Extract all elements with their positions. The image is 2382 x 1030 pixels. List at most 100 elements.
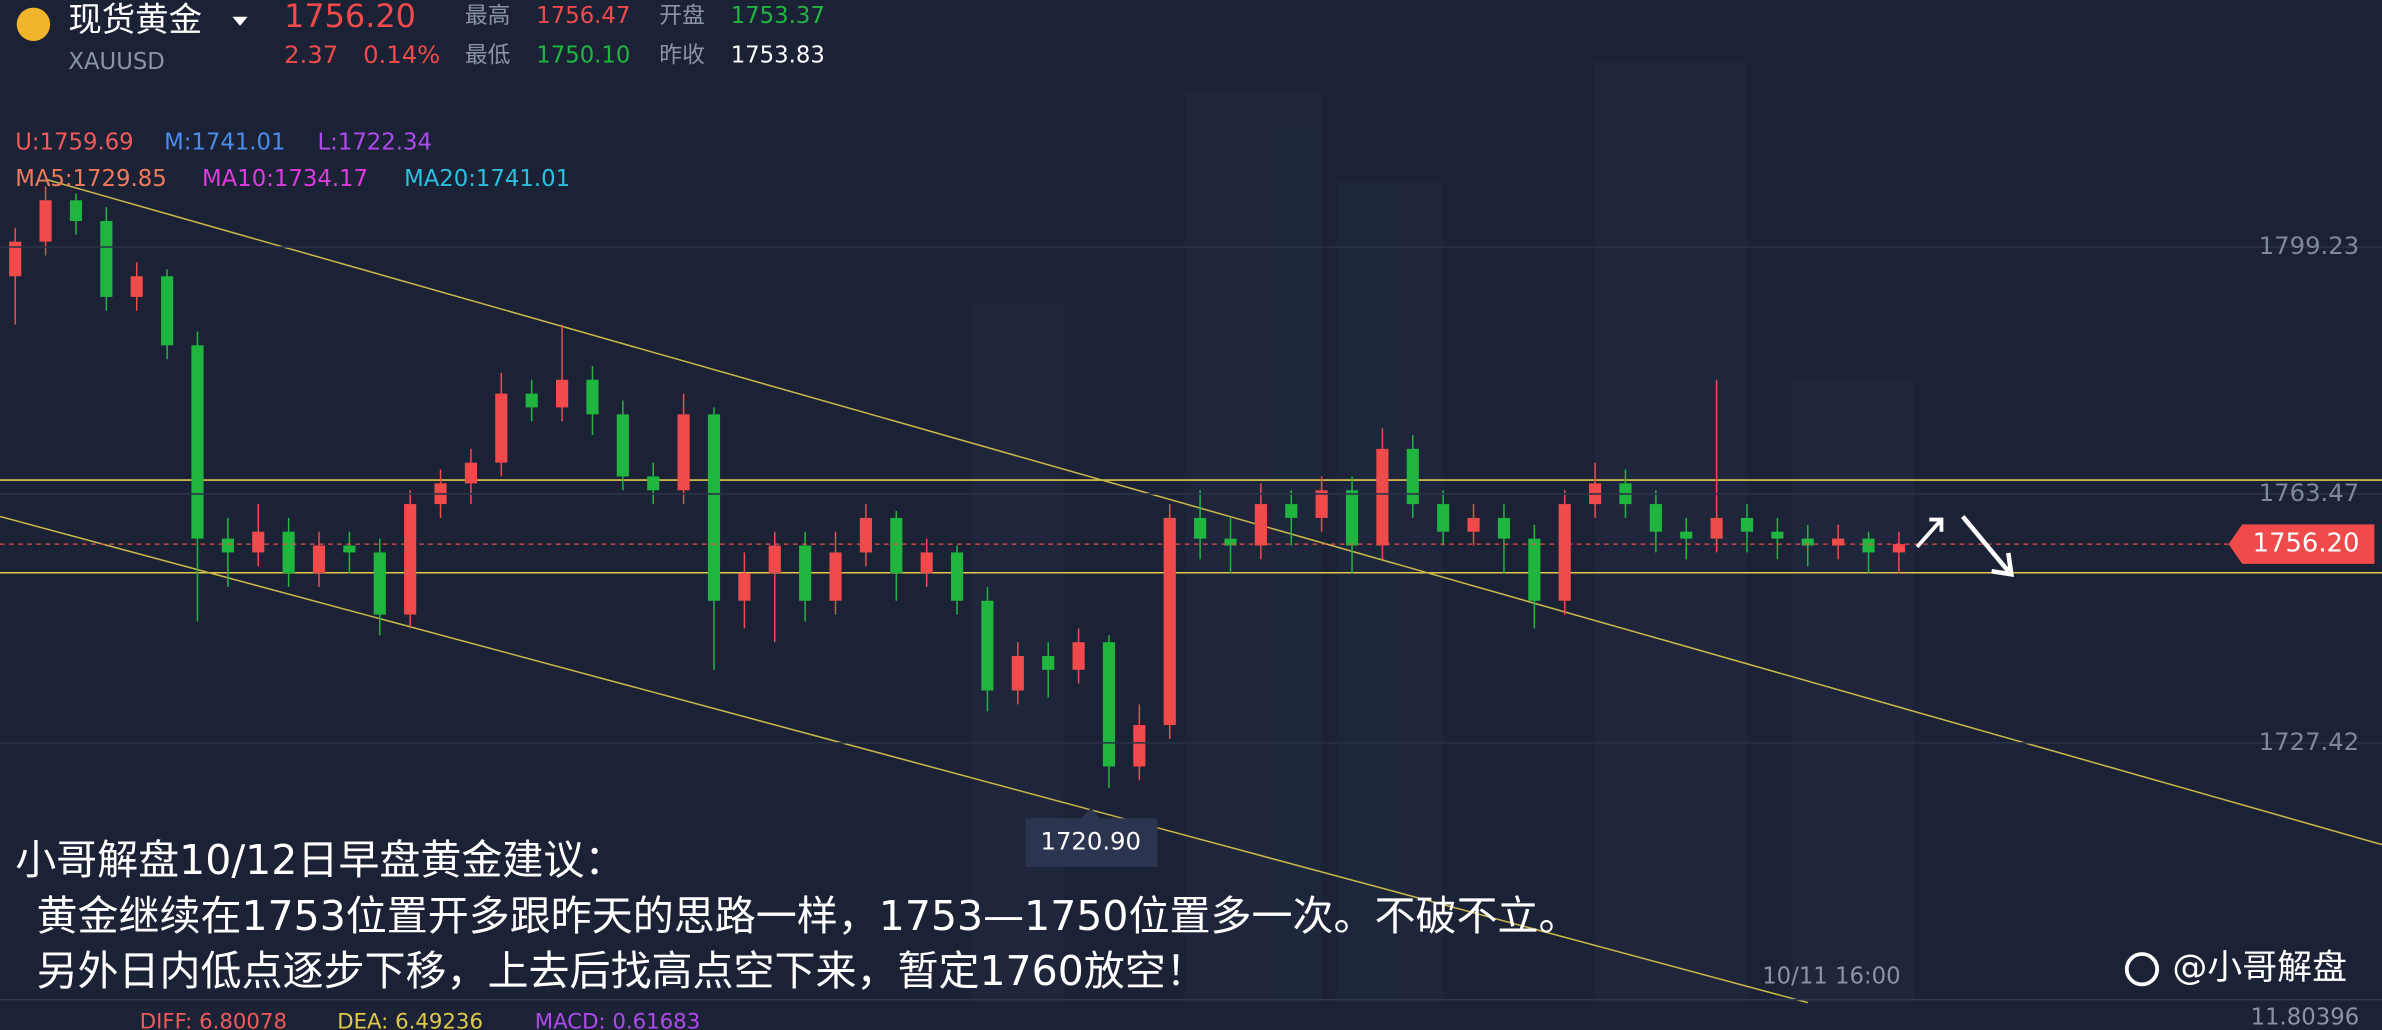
change-pct: 0.14%	[363, 40, 440, 69]
candle-body	[1710, 517, 1723, 539]
candle-body	[1406, 448, 1419, 505]
candle-body	[1801, 538, 1814, 546]
candle-body	[161, 276, 174, 346]
candle-body	[707, 414, 721, 601]
candle-body	[1376, 448, 1389, 546]
candle-body	[586, 379, 599, 415]
candle-body	[799, 545, 812, 601]
candle-body	[1072, 642, 1085, 670]
stat-label: 最低	[465, 43, 511, 69]
candle-body	[1832, 538, 1845, 546]
candle-body	[39, 200, 52, 242]
ma20: MA20:1741.01	[404, 166, 570, 192]
candle-body	[464, 462, 478, 484]
change: 2.37	[284, 40, 338, 69]
macd-axis: 11.80396	[2251, 1004, 2360, 1030]
candle-body	[1437, 504, 1450, 532]
trend-line	[0, 515, 1808, 1004]
stat-value: 1753.37	[731, 3, 825, 29]
candle-body	[768, 545, 781, 574]
candle-body	[1558, 504, 1571, 601]
candle-body	[1862, 538, 1875, 553]
macd-value: MACD: 0.61683	[535, 1009, 701, 1030]
y-tick-label: 1799.23	[2259, 231, 2359, 260]
time-label: 10/11 16:00	[1762, 963, 1900, 989]
candle-body	[738, 573, 751, 601]
candle-body	[191, 345, 204, 539]
stat-value: 1753.83	[731, 43, 825, 69]
candle-body	[1467, 517, 1480, 532]
candle-body	[950, 552, 964, 601]
candle-body	[616, 414, 629, 477]
candle-body	[1163, 517, 1176, 726]
candle-body	[282, 531, 295, 574]
candle-body	[312, 545, 326, 574]
watermark: @小哥解盘	[2172, 948, 2347, 988]
overlay-title: 小哥解盘10/12日早盘黄金建议：	[15, 836, 625, 884]
candle-body	[1892, 544, 1905, 553]
candle-body	[373, 552, 386, 615]
candle-body	[9, 241, 22, 277]
stat-label: 开盘	[659, 3, 705, 29]
price-axis: 1799.23 1763.47 1727.42	[0, 231, 2382, 756]
candle-body	[1680, 531, 1693, 539]
overlay-line: 黄金继续在1753位置开多跟昨天的思路一样，1753—1750位置多一次。不破不…	[36, 892, 1579, 940]
candle-body	[221, 538, 234, 553]
candle-body	[1194, 517, 1207, 539]
down-arrow	[1960, 515, 2015, 577]
candle-body	[1528, 538, 1541, 601]
trend-line	[45, 178, 2382, 846]
ma5: MA5:1729.85	[15, 166, 167, 192]
boll-upper: U:1759.69	[15, 129, 133, 155]
symbol: XAUUSD	[68, 49, 164, 75]
candle-body	[1771, 531, 1784, 539]
dropdown-caret[interactable]	[232, 16, 248, 26]
y-tick-label: 1727.42	[2259, 727, 2359, 756]
candle-body	[1740, 517, 1754, 532]
candle-body	[1254, 504, 1267, 546]
macd-diff: DIFF: 6.80078	[140, 1009, 287, 1030]
candle-body	[495, 393, 508, 463]
price-tag: 1756.20	[2253, 529, 2360, 559]
candle-body	[1497, 517, 1511, 539]
candle-body	[890, 517, 903, 574]
candle-body	[1102, 642, 1116, 767]
candle-body	[1285, 504, 1298, 518]
candle-body	[1224, 538, 1237, 546]
candle-body	[981, 600, 994, 691]
candle-body	[1315, 490, 1328, 518]
candle-body	[647, 476, 660, 491]
candle-body	[859, 517, 872, 553]
candle-body	[100, 220, 113, 297]
price: 1756.20	[284, 0, 416, 35]
stat-value: 1756.47	[536, 3, 630, 29]
stat-label: 昨收	[659, 43, 705, 69]
candle-body	[252, 531, 265, 553]
macd-dea: DEA: 6.49236	[337, 1009, 483, 1030]
candle-body	[343, 545, 356, 553]
stat-value: 1750.10	[536, 43, 630, 69]
candle-body	[1649, 504, 1662, 532]
up-arrow	[1915, 517, 1944, 549]
low-annotation-bg	[1025, 807, 1158, 867]
y-tick-label: 1763.47	[2259, 478, 2359, 507]
candle-body	[130, 276, 143, 297]
candle-body	[404, 504, 417, 615]
watermark-logo	[2124, 952, 2160, 987]
boll-lower: L:1722.34	[317, 129, 432, 155]
candle-body	[556, 379, 569, 408]
price-tag-bg	[2228, 524, 2375, 564]
instrument-name[interactable]: 现货黄金	[68, 0, 202, 39]
candle-body	[1011, 656, 1024, 691]
stat-label: 最高	[465, 3, 511, 29]
candle-body	[1345, 490, 1359, 546]
candle-body	[525, 393, 538, 408]
ma10: MA10:1734.17	[202, 166, 368, 192]
low-annotation: 1720.90	[1040, 827, 1140, 856]
candle-body	[829, 552, 842, 601]
candle-body	[1042, 656, 1055, 670]
candle-body	[920, 552, 933, 574]
